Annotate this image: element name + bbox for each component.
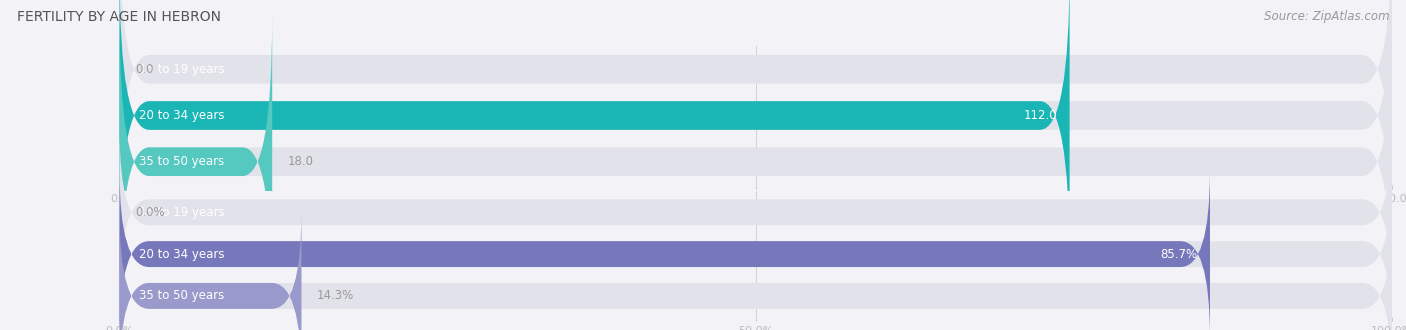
FancyBboxPatch shape (120, 212, 301, 330)
FancyBboxPatch shape (120, 15, 273, 309)
FancyBboxPatch shape (120, 0, 1070, 262)
Text: 85.7%: 85.7% (1160, 248, 1198, 261)
Text: 14.3%: 14.3% (316, 289, 354, 302)
FancyBboxPatch shape (120, 0, 1392, 262)
Text: 35 to 50 years: 35 to 50 years (139, 289, 224, 302)
Text: 20 to 34 years: 20 to 34 years (139, 109, 224, 122)
FancyBboxPatch shape (120, 15, 1392, 309)
Text: FERTILITY BY AGE IN HEBRON: FERTILITY BY AGE IN HEBRON (17, 10, 221, 24)
FancyBboxPatch shape (120, 170, 1211, 330)
Text: 20 to 34 years: 20 to 34 years (139, 248, 224, 261)
FancyBboxPatch shape (120, 0, 1392, 216)
Text: 0.0: 0.0 (135, 63, 153, 76)
Text: 35 to 50 years: 35 to 50 years (139, 155, 224, 168)
Text: 15 to 19 years: 15 to 19 years (139, 206, 224, 219)
FancyBboxPatch shape (120, 212, 1392, 330)
Text: 112.0: 112.0 (1024, 109, 1057, 122)
Text: 0.0%: 0.0% (135, 206, 165, 219)
FancyBboxPatch shape (120, 128, 1392, 297)
Text: 18.0: 18.0 (287, 155, 314, 168)
FancyBboxPatch shape (120, 170, 1392, 330)
Text: Source: ZipAtlas.com: Source: ZipAtlas.com (1264, 10, 1389, 23)
Text: 15 to 19 years: 15 to 19 years (139, 63, 224, 76)
